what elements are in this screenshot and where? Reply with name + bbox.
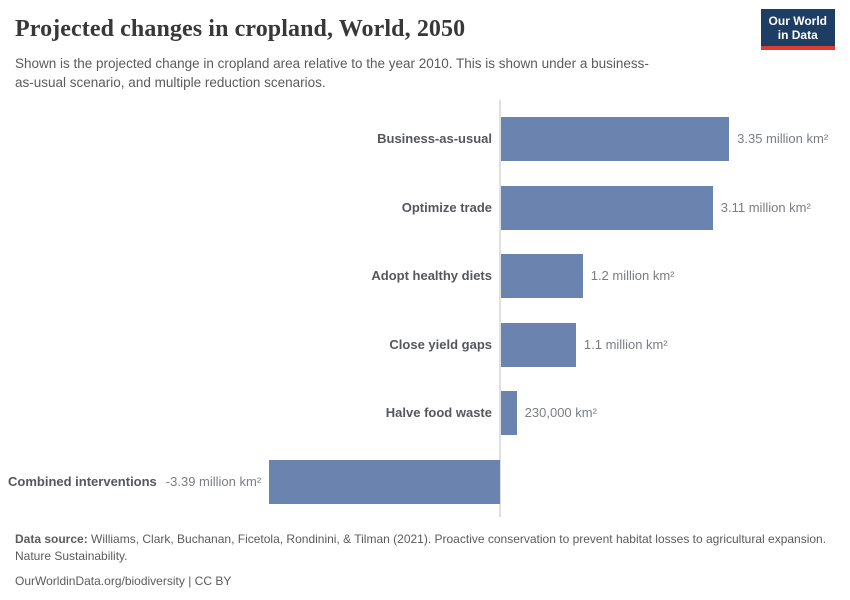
owid-url-link[interactable]: OurWorldinData.org/biodiversity [15, 573, 185, 588]
chart-footer: Data source: Williams, Clark, Buchanan, … [15, 531, 835, 589]
bar-halve-food-waste[interactable] [501, 391, 517, 435]
footer-link-line: OurWorldinData.org/biodiversity | CC BY [15, 573, 835, 590]
bar-label-combined-interventions: Combined interventions [8, 474, 157, 489]
bar-label-close-yield-gaps: Close yield gaps [389, 336, 492, 352]
owid-logo[interactable]: Our World in Data [760, 9, 835, 51]
license-link[interactable]: CC BY [194, 573, 232, 588]
bar-combined-interventions[interactable] [269, 459, 500, 504]
bar-optimize-trade[interactable] [501, 185, 713, 230]
bar-value-close-yield-gaps: 1.1 million km² [583, 336, 668, 352]
chart-subtitle: Shown is the projected change in croplan… [15, 56, 649, 91]
bar-value-adopt-healthy-diets: 1.2 million km² [590, 268, 675, 283]
page-title: Projected changes in cropland, World, 20… [15, 16, 466, 42]
bar-value-halve-food-waste: 230,000 km² [524, 405, 597, 420]
bar-labels-combined-interventions: Combined interventions -3.39 million km² [8, 460, 261, 504]
chart-area: Business-as-usual 3.35 million km² Optimiz… [0, 100, 850, 520]
owid-logo-line2: in Data [777, 28, 818, 43]
bar-value-optimize-trade: 3.11 million km² [720, 199, 811, 215]
owid-logo-line1: Our World [768, 14, 827, 28]
zero-axis-line [499, 100, 501, 517]
footer-separator: | [184, 573, 195, 588]
bar-business-as-usual[interactable] [501, 117, 730, 161]
bar-label-optimize-trade: Optimize trade [401, 199, 492, 215]
bar-adopt-healthy-diets[interactable] [501, 254, 583, 298]
data-source-label: Data source: [15, 532, 88, 546]
bar-value-business-as-usual: 3.35 million km² [737, 131, 829, 146]
bar-value-combined-interventions: -3.39 million km² [165, 474, 262, 489]
data-source-line: Data source: Williams, Clark, Buchanan, … [15, 531, 835, 565]
bar-label-adopt-healthy-diets: Adopt healthy diets [371, 268, 492, 283]
bar-label-halve-food-waste: Halve food waste [385, 405, 492, 420]
bar-close-yield-gaps[interactable] [501, 322, 576, 367]
bar-label-business-as-usual: Business-as-usual [377, 131, 492, 146]
chart-header: Projected changes in cropland, World, 20… [15, 0, 835, 92]
data-source-text: Williams, Clark, Buchanan, Ficetola, Ron… [15, 532, 827, 563]
